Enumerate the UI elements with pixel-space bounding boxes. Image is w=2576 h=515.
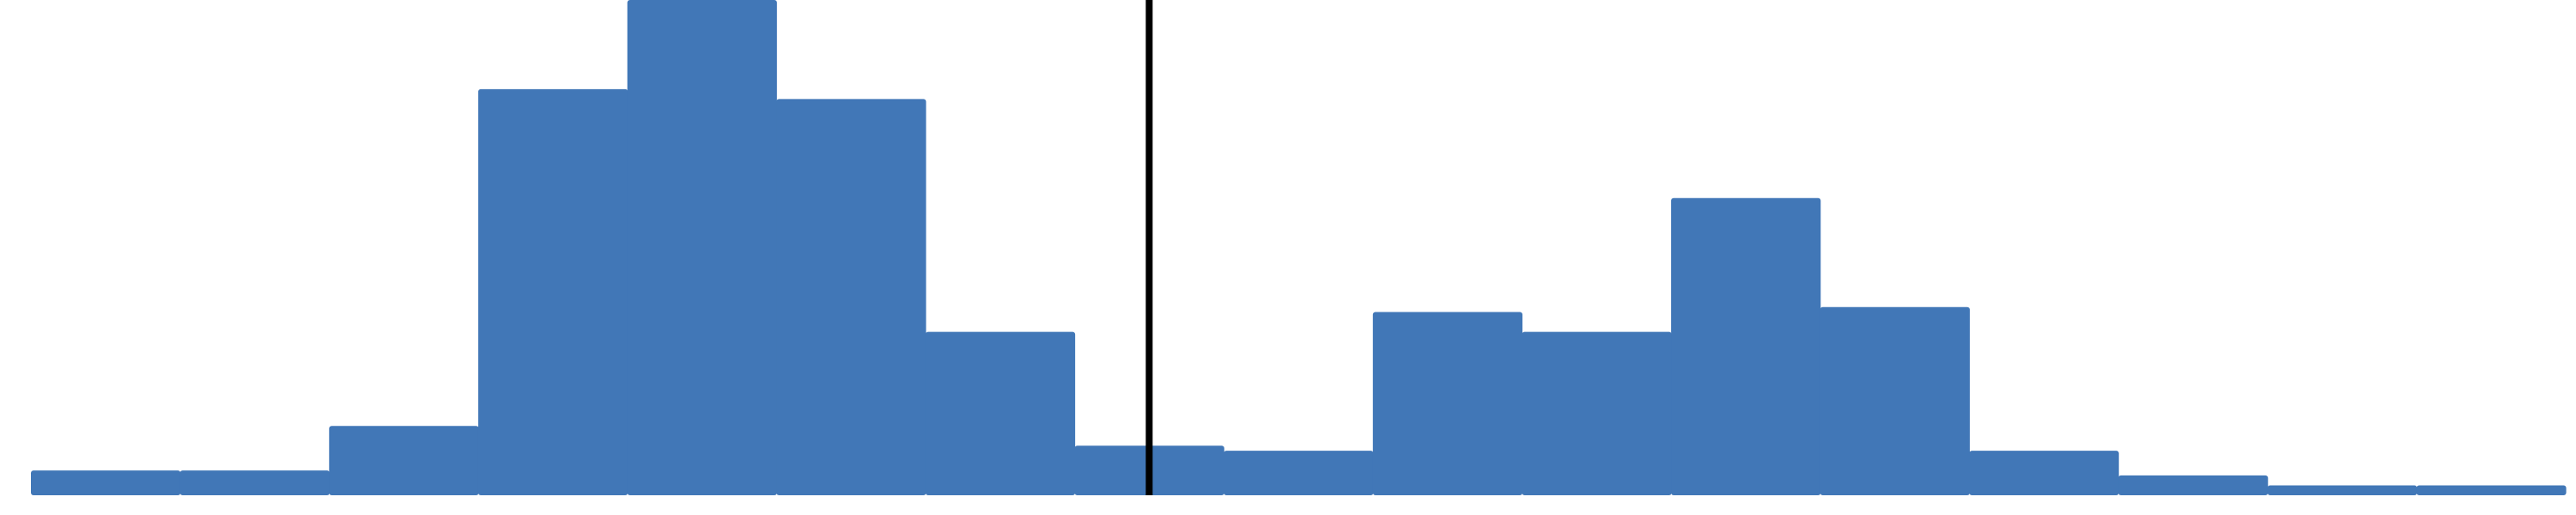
- histogram-bar-4: [477, 88, 629, 496]
- histogram-bar-12: [1671, 197, 1821, 496]
- histogram-bar-1: [31, 470, 181, 495]
- histogram-bar-9: [1224, 451, 1374, 495]
- histogram-bar-10: [1372, 312, 1523, 495]
- histogram-bar-2: [179, 470, 330, 495]
- histogram-bar-5: [627, 0, 777, 495]
- bars-group: [31, 0, 2567, 496]
- histogram-bar-3: [329, 426, 479, 495]
- histogram-bar-17: [2416, 485, 2567, 495]
- histogram-bar-14: [1969, 451, 2119, 495]
- histogram-bar-13: [1820, 306, 1971, 495]
- histogram-bar-6: [776, 99, 927, 496]
- histogram-bar-16: [2267, 485, 2417, 495]
- histogram-bar-11: [1522, 331, 1672, 495]
- histogram-bar-7: [925, 331, 1076, 495]
- histogram-bar-15: [2118, 475, 2269, 495]
